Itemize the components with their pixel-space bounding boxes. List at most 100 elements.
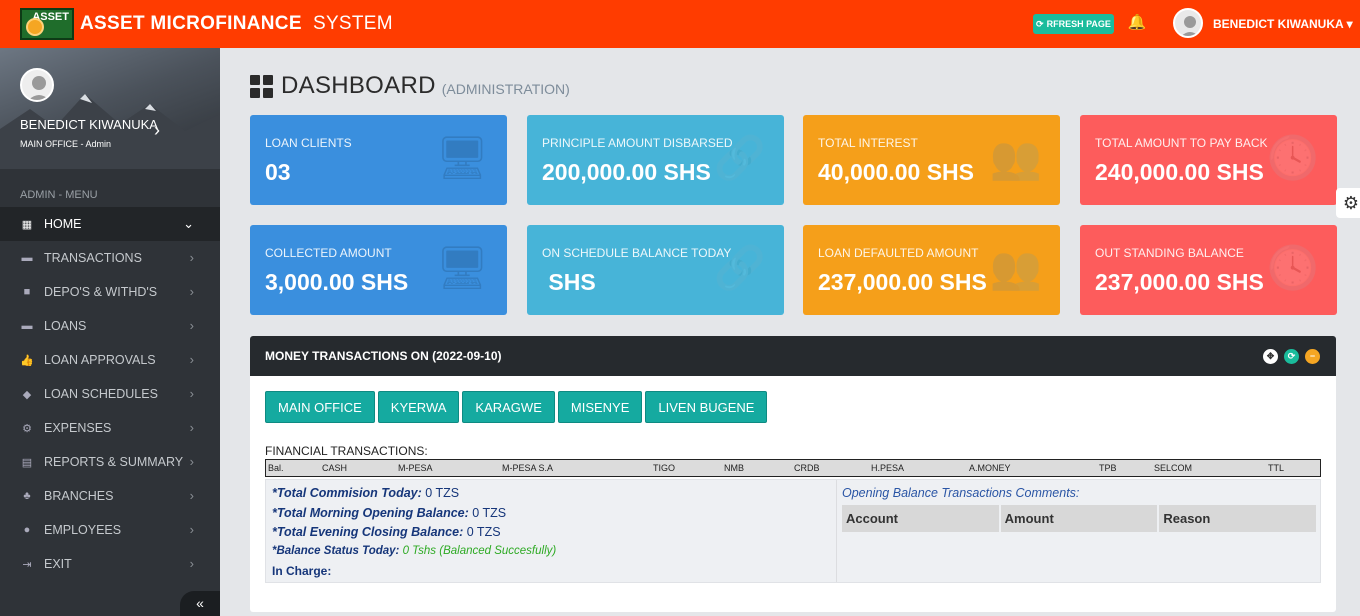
double-chevron-left-icon: «	[196, 595, 204, 611]
money-icon: ▬	[21, 320, 33, 332]
stat-card-loan-defaulted[interactable]: LOAN DEFAULTED AMOUNT 237,000.00 SHS 👥	[803, 225, 1060, 315]
chevron-right-icon: ›	[189, 284, 194, 299]
column-header: H.PESA	[871, 463, 905, 473]
sidebar-item-home[interactable]: ▦ HOME ⌄	[0, 207, 220, 241]
cog-icon: ⚙	[22, 422, 32, 435]
chevron-right-icon: ›	[189, 454, 194, 469]
refresh-icon: ⟳	[1036, 18, 1044, 29]
column-header: SELCOM	[1154, 463, 1193, 473]
sidebar-profile[interactable]: BENEDICT KIWANUKA MAIN OFFICE - Admin ›	[0, 48, 220, 169]
chevron-right-icon: ›	[189, 250, 194, 265]
stat-card-total-interest[interactable]: TOTAL INTEREST 40,000.00 SHS 👥	[803, 115, 1060, 205]
stat-value: 03	[265, 159, 291, 185]
refresh-page-button[interactable]: ⟳ RFRESH PAGE	[1033, 14, 1114, 34]
column-header: TIGO	[653, 463, 675, 473]
summary-value: 0 TZS	[466, 525, 501, 539]
settings-gear-icon[interactable]: ⚙	[1336, 188, 1360, 218]
sidebar-item-loans[interactable]: ▬ LOANS ›	[0, 309, 220, 343]
sidebar-item-deposits-withdrawals[interactable]: ■ DEPO'S & WITHD'S ›	[0, 275, 220, 309]
chevron-right-icon: ›	[189, 420, 194, 435]
reload-icon[interactable]: ⟳	[1284, 349, 1299, 364]
sidebar-item-loan-schedules[interactable]: ◆ LOAN SCHEDULES ›	[0, 377, 220, 411]
user-name: BENEDICT KIWANUKA	[1213, 17, 1344, 31]
windows-icon: ▦	[21, 218, 33, 231]
sidebar-item-exit[interactable]: ⇥ EXIT ›	[0, 547, 220, 581]
sidebar-item-transactions[interactable]: ▬ TRANSACTIONS ›	[0, 241, 220, 275]
sidebar-item-employees[interactable]: ● EMPLOYEES ›	[0, 513, 220, 547]
summary-label: *Balance Status Today:	[272, 544, 400, 557]
collapse-sidebar-button[interactable]: «	[180, 591, 220, 616]
page-header: DASHBOARD (ADMINISTRATION)	[250, 72, 570, 100]
closing-balance-row: *Total Evening Closing Balance: 0 TZS	[272, 525, 836, 545]
minimize-icon[interactable]: −	[1305, 349, 1320, 364]
stat-card-outstanding-balance[interactable]: OUT STANDING BALANCE 237,000.00 SHS 🕓	[1080, 225, 1337, 315]
sidebar-item-label: LOAN SCHEDULES	[44, 387, 158, 401]
chevron-right-icon: ›	[189, 386, 194, 401]
branch-tab-liven-bugene[interactable]: LIVEN BUGENE	[645, 391, 768, 423]
money-transactions-panel: MONEY TRANSACTIONS ON (2022-09-10) ✥ ⟳ −…	[250, 336, 1336, 612]
sidebar-item-label: BRANCHES	[44, 489, 114, 503]
notifications-bell-icon[interactable]: 🔔	[1127, 14, 1147, 31]
sidebar-item-label: EMPLOYEES	[44, 523, 122, 537]
stat-value: 200,000.00 SHS	[542, 159, 711, 185]
stat-value: 237,000.00 SHS	[1095, 269, 1264, 295]
stat-card-loan-clients[interactable]: LOAN CLIENTS 03 🖥	[250, 115, 507, 205]
column-header: CASH	[322, 463, 348, 473]
stat-value: 40,000.00 SHS	[818, 159, 975, 185]
sidebar-item-expenses[interactable]: ⚙ EXPENSES ›	[0, 411, 220, 445]
stat-label: LOAN CLIENTS	[265, 136, 352, 150]
stat-card-on-schedule-balance[interactable]: ON SCHEDULE BALANCE TODAY SHS 🔗	[527, 225, 784, 315]
column-header: M-PESA S.A	[502, 463, 554, 473]
user-menu[interactable]: BENEDICT KIWANUKA ▾	[1213, 17, 1353, 31]
branch-tabs: MAIN OFFICE KYERWA KARAGWE MISENYE LIVEN…	[265, 391, 768, 423]
sidebar-item-reports[interactable]: ▤ REPORTS & SUMMARY ›	[0, 445, 220, 479]
column-header-amount: Amount	[1000, 505, 1158, 532]
opening-balance-row: *Total Morning Opening Balance: 0 TZS	[272, 506, 836, 526]
sidebar-item-label: LOANS	[44, 319, 87, 333]
thumbs-up-icon: 👍	[20, 354, 34, 367]
balance-status-row: *Balance Status Today: 0 Tshs (Balanced …	[272, 545, 836, 565]
sidebar-item-label: REPORTS & SUMMARY	[44, 455, 184, 469]
link-icon: 🔗	[713, 134, 766, 181]
branch-tab-karagwe[interactable]: KARAGWE	[462, 391, 555, 423]
users-icon: 👥	[989, 134, 1042, 181]
sidebar-item-label: DEPO'S & WITHD'S	[44, 285, 158, 299]
stat-card-total-pay-back[interactable]: TOTAL AMOUNT TO PAY BACK 240,000.00 SHS 🕓	[1080, 115, 1337, 205]
bell-icon: ♣	[23, 490, 31, 502]
chevron-right-icon: ›	[189, 522, 194, 537]
opening-balance-comments: Opening Balance Transactions Comments: A…	[841, 480, 1322, 582]
column-header: TPB	[1099, 463, 1117, 473]
chevron-right-icon[interactable]: ›	[154, 120, 160, 140]
sidebar: BENEDICT KIWANUKA MAIN OFFICE - Admin › …	[0, 48, 220, 616]
transactions-summary: *Total Commision Today: 0 TZS *Total Mor…	[265, 479, 1321, 583]
link-icon: 🔗	[713, 244, 766, 291]
expand-icon[interactable]: ✥	[1263, 349, 1278, 364]
branch-tab-misenye[interactable]: MISENYE	[557, 391, 643, 423]
chevron-right-icon: ›	[189, 488, 194, 503]
stat-label: COLLECTED AMOUNT	[265, 246, 392, 260]
app-title: ASSET MICROFINANCE SYSTEM	[80, 13, 393, 35]
summary-value: 0 TZS	[425, 486, 460, 500]
total-commission-row: *Total Commision Today: 0 TZS	[272, 486, 836, 506]
stat-card-collected-amount[interactable]: COLLECTED AMOUNT 3,000.00 SHS 🖥	[250, 225, 507, 315]
briefcase-icon: ■	[23, 286, 31, 298]
panel-header: MONEY TRANSACTIONS ON (2022-09-10) ✥ ⟳ −	[250, 336, 1336, 376]
profile-name: BENEDICT KIWANUKA	[20, 117, 158, 132]
branch-tab-main-office[interactable]: MAIN OFFICE	[265, 391, 375, 423]
stat-label: TOTAL AMOUNT TO PAY BACK	[1095, 136, 1268, 150]
panel-title: MONEY TRANSACTIONS ON (2022-09-10)	[265, 349, 502, 363]
sidebar-item-branches[interactable]: ♣ BRANCHES ›	[0, 479, 220, 513]
menu-heading: ADMIN - MENU	[20, 189, 98, 201]
comments-title: Opening Balance Transactions Comments:	[842, 486, 1080, 500]
app-logo[interactable]: ASSET	[20, 8, 74, 40]
user-avatar[interactable]	[1173, 8, 1203, 38]
sidebar-item-loan-approvals[interactable]: 👍 LOAN APPROVALS ›	[0, 343, 220, 377]
financial-transactions-table-header: Bal. CASH M-PESA M-PESA S.A TIGO NMB CRD…	[265, 459, 1321, 477]
brand-main: ASSET MICROFINANCE	[80, 13, 302, 34]
clock-icon: 🕓	[1266, 244, 1319, 291]
stat-label: OUT STANDING BALANCE	[1095, 246, 1244, 260]
stat-card-principle-disbursed[interactable]: PRINCIPLE AMOUNT DISBARSED 200,000.00 SHS…	[527, 115, 784, 205]
column-header: TTL	[1268, 463, 1285, 473]
coin-icon	[26, 18, 44, 36]
branch-tab-kyerwa[interactable]: KYERWA	[377, 391, 460, 423]
